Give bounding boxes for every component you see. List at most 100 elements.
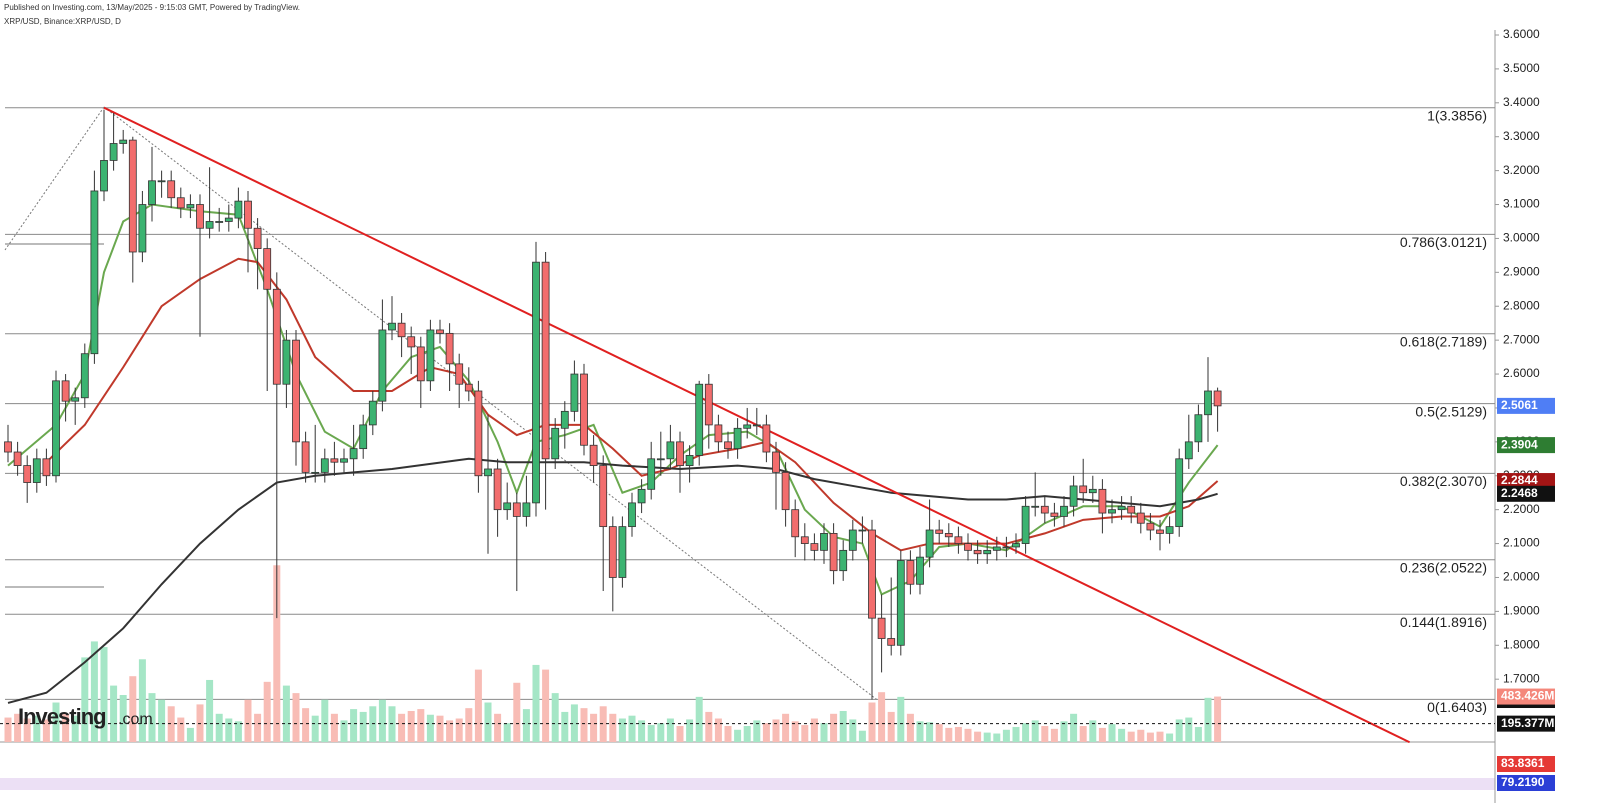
- volume-bar: [743, 726, 751, 742]
- candle-body: [196, 204, 204, 229]
- tags: 2.50612.39042.28442.24681.6386483.426M19…: [0, 397, 1555, 791]
- candle-body: [964, 543, 972, 551]
- volume-bar: [254, 713, 262, 742]
- candle-body: [666, 441, 675, 460]
- value-tag: [1497, 397, 1555, 414]
- fib-anchor-line: [103, 106, 881, 703]
- fib-anchor-line: [4, 106, 105, 251]
- volume-bar: [302, 708, 310, 742]
- volume-bar: [273, 565, 281, 742]
- volume-bar: [1156, 731, 1164, 742]
- candle-body: [656, 458, 665, 461]
- volume-bar: [647, 725, 655, 742]
- candle-body: [906, 560, 915, 585]
- volume-bar: [974, 731, 982, 742]
- volume-bar: [724, 726, 732, 742]
- volume-bar: [830, 713, 838, 742]
- volume-bar: [964, 728, 972, 742]
- candle-body: [244, 200, 252, 229]
- value-tag: [1497, 688, 1555, 705]
- volume-bar: [244, 699, 252, 742]
- volume-bar: [90, 641, 98, 742]
- volume-bar: [167, 706, 175, 742]
- volume-bar: [119, 695, 127, 742]
- fib-label: 1(3.3856): [1427, 107, 1487, 123]
- volume-bar: [599, 706, 607, 742]
- candle-body: [119, 139, 128, 144]
- candle-body: [733, 427, 742, 450]
- volume-bar: [1002, 729, 1010, 742]
- candle-body: [388, 322, 396, 331]
- value-tag-label: 483.426M: [1501, 689, 1554, 703]
- candle-body: [138, 204, 147, 253]
- volume-bar: [282, 685, 290, 742]
- candle-body: [100, 160, 108, 192]
- candle-body: [791, 509, 800, 538]
- volume-bar: [436, 715, 444, 742]
- volume-bar: [388, 706, 396, 742]
- candle-body: [215, 221, 224, 223]
- y-tick-label: 2.0000: [1503, 570, 1540, 584]
- volume-bar: [532, 664, 540, 742]
- volume-bar: [926, 722, 934, 742]
- volume-bar: [225, 718, 233, 742]
- candle-body: [887, 638, 896, 646]
- candle-body: [1156, 529, 1164, 534]
- volume-bar: [186, 727, 194, 742]
- y-tick-label: 3.2000: [1503, 163, 1540, 177]
- value-tag-label: 2.5061: [1501, 398, 1538, 412]
- candle-body: [320, 458, 329, 473]
- volume-bar: [887, 711, 895, 742]
- volume-bar: [1050, 728, 1058, 742]
- candle-body: [973, 549, 982, 555]
- volume-bar: [350, 709, 358, 742]
- volume-bar: [465, 708, 473, 742]
- candle-body: [464, 383, 473, 392]
- volume-bar: [1166, 733, 1174, 742]
- candle-body: [944, 533, 953, 538]
- volume-bar: [494, 713, 502, 742]
- candle-body: [1165, 526, 1174, 534]
- oscillator-band: [0, 778, 1495, 790]
- candle-body: [541, 261, 550, 460]
- volume-bar: [906, 713, 914, 742]
- volume-bar: [110, 685, 118, 742]
- candle-body: [848, 529, 857, 551]
- candle-body: [1031, 505, 1040, 508]
- candle-body: [1136, 512, 1145, 524]
- candle-body: [1002, 546, 1011, 549]
- volume-bar: [657, 723, 665, 742]
- candle-body: [186, 204, 195, 209]
- y-tick-label: 2.9000: [1503, 265, 1540, 279]
- volume-bar: [359, 711, 367, 742]
- candle-body: [1117, 505, 1126, 511]
- volume-bar: [446, 720, 454, 742]
- volume-bar: [983, 732, 991, 742]
- volume-bar: [820, 723, 828, 742]
- volume-bar: [580, 708, 588, 742]
- candle-body: [589, 444, 598, 466]
- volume-bar: [398, 713, 406, 742]
- candle-body: [52, 380, 60, 477]
- candle-body: [4, 441, 12, 453]
- candle-body: [493, 468, 502, 511]
- volume-bar: [1031, 720, 1039, 742]
- volume-bar: [686, 719, 694, 742]
- candle-body: [877, 617, 886, 639]
- candle-body: [1012, 543, 1020, 548]
- volume-bar: [772, 719, 780, 742]
- volume-bar: [234, 721, 242, 742]
- candle-body: [781, 471, 790, 511]
- candle-body: [1184, 441, 1193, 460]
- candle-body: [560, 410, 569, 429]
- volume-bar: [426, 714, 434, 742]
- candle-body: [272, 288, 281, 385]
- candle-body: [224, 217, 233, 222]
- candle-body: [704, 383, 713, 426]
- candle-body: [416, 346, 425, 382]
- moving-average: [7, 203, 1219, 596]
- candle-body: [1146, 522, 1155, 531]
- volume-bar: [206, 679, 214, 742]
- candle-body: [397, 322, 406, 338]
